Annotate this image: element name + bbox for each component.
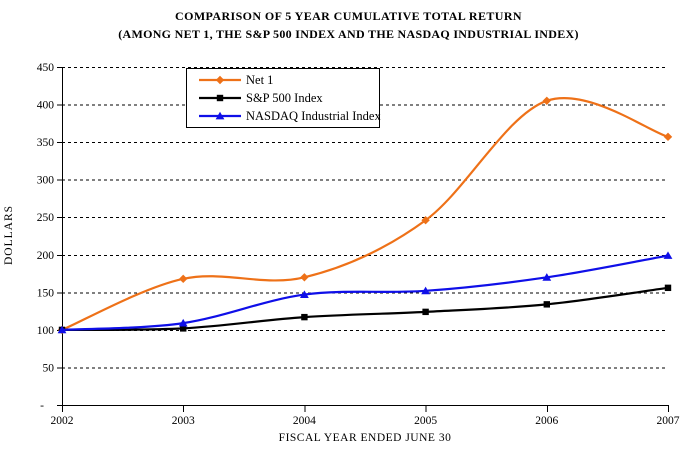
y-tick-label: 150	[37, 287, 55, 299]
legend-label: S&P 500 Index	[246, 90, 323, 105]
y-axis-title: DOLLARS	[3, 204, 15, 266]
y-tick-label: -	[40, 400, 44, 412]
x-tick-label-2006: 2006	[535, 415, 558, 427]
y-tick-label: 300	[37, 175, 55, 187]
data-point-marker	[180, 325, 187, 332]
data-point-marker	[542, 273, 552, 281]
data-point-marker	[301, 313, 308, 321]
y-tick-label: 350	[37, 137, 55, 149]
x-axis-title: FISCAL YEAR ENDED JUNE 30	[278, 432, 452, 444]
data-point-marker	[300, 290, 309, 298]
x-tick-label-2004: 2004	[293, 415, 316, 427]
legend-item-nasdaq-industrial-index: NASDAQ Industrial Index	[199, 107, 381, 125]
y-tick-label: 50	[43, 362, 55, 374]
data-point-marker	[215, 75, 225, 85]
data-point-marker	[421, 286, 430, 295]
chart-legend: Net 1 S&P 500 Index NASDAQ Industrial Inde…	[186, 68, 381, 128]
series-line-s-p-500-index	[60, 286, 670, 331]
x-tick-label-2002: 2002	[51, 415, 74, 427]
data-point-marker	[663, 132, 673, 142]
data-point-marker	[422, 308, 429, 316]
series-line-nasdaq-industrial-index	[60, 254, 670, 331]
data-point-marker	[215, 111, 225, 120]
x-tick-label-2003: 2003	[172, 415, 195, 427]
series-line-net-1	[60, 97, 670, 331]
legend-label: Net 1	[246, 72, 274, 87]
data-point-marker	[179, 274, 188, 284]
data-point-marker	[216, 94, 224, 102]
data-point-marker	[300, 273, 309, 282]
series-net-1	[57, 96, 673, 335]
x-tick-label-2007: 2007	[657, 415, 680, 427]
chart-subtitle: (AMONG NET 1, THE S&P 500 INDEX AND THE …	[118, 27, 579, 41]
y-tick-label: 250	[37, 212, 55, 224]
data-point-marker	[664, 284, 672, 292]
legend-item-s-p-500-index: S&P 500 Index	[199, 89, 375, 107]
legend-label: NASDAQ Industrial Index	[246, 108, 381, 123]
data-point-marker	[421, 216, 430, 225]
legend-marker-square-icon	[199, 94, 241, 102]
y-tick-label: 100	[37, 325, 55, 337]
y-tick-label: 400	[37, 100, 55, 112]
y-tick-label: 450	[37, 62, 55, 74]
legend-marker-triangle-icon	[199, 111, 241, 120]
chart-title: COMPARISON OF 5 YEAR CUMULATIVE TOTAL RE…	[175, 9, 522, 23]
data-point-marker	[57, 325, 67, 334]
data-point-marker	[543, 301, 550, 308]
chart-title-block: COMPARISON OF 5 YEAR CUMULATIVE TOTAL RE…	[0, 9, 697, 42]
legend-marker-diamond-icon	[199, 75, 241, 85]
legend-item-net-1: Net 1	[199, 71, 375, 89]
data-point-marker	[178, 318, 188, 327]
data-point-marker	[542, 96, 551, 105]
data-point-marker	[663, 251, 673, 259]
y-tick-label: 200	[37, 250, 55, 262]
x-tick-label-2005: 2005	[414, 415, 437, 427]
series-nasdaq-industrial-index	[57, 251, 673, 334]
